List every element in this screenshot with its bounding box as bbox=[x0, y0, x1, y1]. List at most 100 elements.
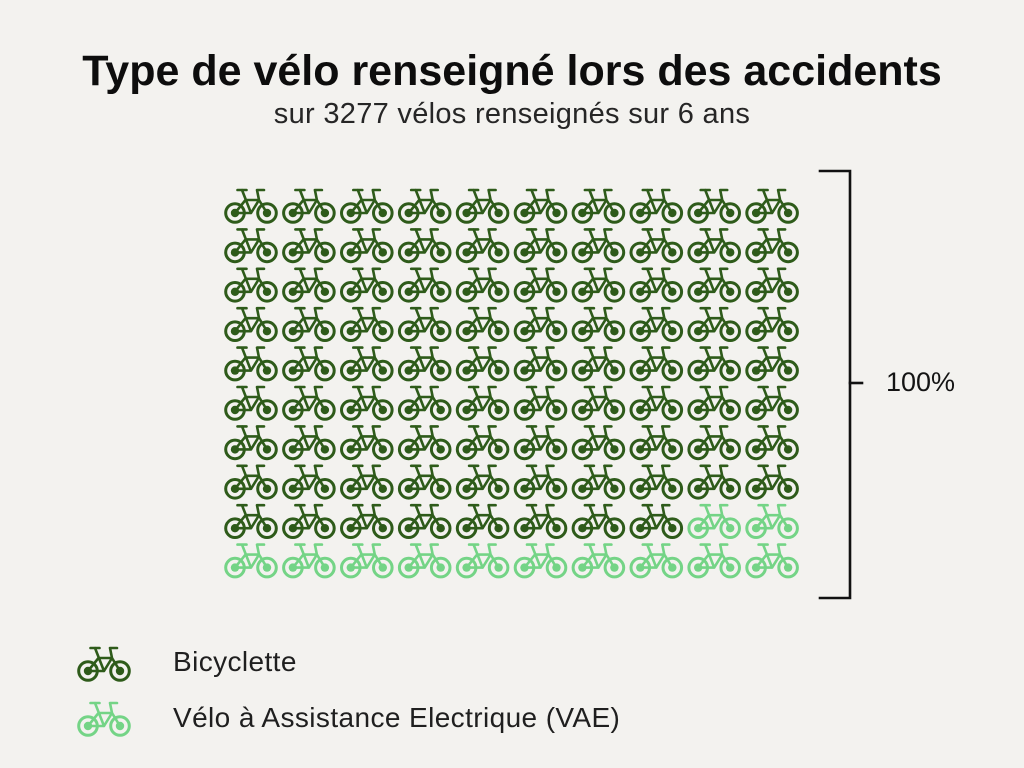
bicyclette-bicycle-icon bbox=[629, 188, 684, 224]
bike-frame bbox=[349, 306, 385, 333]
bicyclette-bicycle-icon bbox=[629, 228, 684, 264]
legend-item-bicyclette: Bicyclette bbox=[76, 643, 676, 683]
bike-frame bbox=[581, 188, 616, 215]
bike-frame bbox=[523, 306, 558, 333]
bike-frame bbox=[465, 346, 500, 372]
bicyclette-bicycle-icon bbox=[571, 346, 626, 382]
front-wheel bbox=[661, 517, 684, 540]
front-wheel bbox=[487, 399, 510, 421]
bicyclette-bicycle-icon bbox=[224, 188, 278, 224]
bike-frame bbox=[638, 385, 674, 412]
bicyclette-bicycle-icon bbox=[455, 425, 510, 461]
front-wheel bbox=[372, 438, 394, 461]
front-wheel bbox=[487, 477, 510, 500]
bike-frame bbox=[465, 385, 500, 412]
bicyclette-bicycle-icon bbox=[455, 267, 510, 303]
bicyclette-bicycle-icon bbox=[745, 385, 799, 421]
bike-frame bbox=[523, 346, 558, 372]
front-wheel bbox=[372, 556, 394, 579]
bike-frame bbox=[349, 267, 385, 294]
front-wheel bbox=[429, 556, 452, 579]
bike-frame bbox=[349, 228, 385, 254]
bike-frame bbox=[291, 503, 327, 530]
front-wheel bbox=[487, 517, 510, 540]
vae-bicycle-icon bbox=[455, 543, 510, 579]
bike-frame bbox=[638, 346, 674, 372]
front-wheel bbox=[314, 241, 336, 264]
front-wheel bbox=[777, 359, 799, 382]
bicyclette-bicycle-icon bbox=[455, 188, 510, 224]
bike-frame bbox=[638, 543, 674, 569]
front-wheel bbox=[661, 202, 684, 224]
front-wheel bbox=[603, 517, 626, 540]
front-wheel bbox=[545, 281, 568, 303]
bike-frame bbox=[465, 188, 500, 215]
bicyclette-bicycle-icon bbox=[745, 267, 799, 303]
bike-frame bbox=[696, 385, 732, 412]
bike-frame bbox=[86, 646, 122, 673]
bicyclette-bicycle-icon bbox=[629, 503, 684, 540]
bicyclette-bicycle-icon bbox=[397, 464, 452, 500]
bike-frame bbox=[696, 228, 732, 254]
front-wheel bbox=[545, 202, 568, 224]
bicyclette-bicycle-icon bbox=[745, 228, 799, 264]
front-wheel bbox=[545, 517, 568, 540]
bicyclette-bicycle-icon bbox=[397, 425, 452, 461]
front-wheel bbox=[603, 399, 626, 421]
bicyclette-bicycle-icon bbox=[513, 267, 568, 303]
front-wheel bbox=[256, 359, 278, 382]
front-wheel bbox=[603, 438, 626, 461]
bicyclette-bicycle-icon bbox=[571, 425, 626, 461]
bike-frame bbox=[233, 267, 269, 294]
bike-frame bbox=[523, 385, 558, 412]
bicyclette-bicycle-icon bbox=[571, 385, 626, 421]
bicyclette-bicycle-icon bbox=[571, 228, 626, 264]
bike-frame bbox=[754, 188, 790, 215]
total-label: 100% bbox=[886, 367, 956, 397]
bicyclette-bicycle-icon bbox=[571, 267, 626, 303]
front-wheel bbox=[256, 399, 278, 421]
front-wheel bbox=[661, 477, 684, 500]
bike-frame bbox=[407, 188, 442, 215]
bicyclette-bicycle-icon bbox=[629, 425, 684, 461]
front-wheel bbox=[256, 241, 278, 264]
bike-frame bbox=[407, 346, 442, 372]
bike-frame bbox=[638, 267, 674, 294]
bike-frame bbox=[581, 267, 616, 294]
bike-frame bbox=[291, 306, 327, 333]
bicyclette-bicycle-icon bbox=[687, 385, 742, 421]
bike-frame bbox=[291, 267, 327, 294]
bicyclette-bicycle-icon bbox=[687, 425, 742, 461]
bicyclette-bicycle-icon bbox=[745, 346, 799, 382]
front-wheel bbox=[777, 399, 799, 421]
bike-frame bbox=[581, 464, 616, 491]
bicyclette-bicycle-icon bbox=[513, 188, 568, 224]
bicyclette-bicycle-icon bbox=[224, 267, 278, 303]
front-wheel bbox=[719, 281, 742, 303]
front-wheel bbox=[719, 241, 742, 264]
bicyclette-bicycle-icon bbox=[455, 346, 510, 382]
bike-frame bbox=[465, 543, 500, 569]
bicyclette-bicycle-icon bbox=[224, 385, 278, 421]
bike-frame bbox=[638, 464, 674, 491]
bicyclette-bicycle-icon bbox=[340, 188, 394, 224]
front-wheel bbox=[372, 399, 394, 421]
bicyclette-bicycle-icon bbox=[224, 503, 278, 540]
bicyclette-bicycle-icon bbox=[340, 228, 394, 264]
bicyclette-bicycle-icon bbox=[282, 267, 336, 303]
vae-bicycle-icon bbox=[397, 543, 452, 579]
bike-frame bbox=[407, 464, 442, 491]
bike-frame bbox=[754, 464, 790, 491]
bike-frame bbox=[291, 425, 327, 451]
front-wheel bbox=[603, 359, 626, 382]
bicyclette-bicycle-icon bbox=[513, 425, 568, 461]
front-wheel bbox=[487, 359, 510, 382]
bike-frame bbox=[581, 425, 616, 451]
front-wheel bbox=[545, 320, 568, 342]
bike-frame bbox=[581, 543, 616, 569]
bike-frame bbox=[696, 503, 732, 530]
bike-frame bbox=[581, 503, 616, 530]
front-wheel bbox=[777, 477, 799, 500]
bicyclette-bicycle-icon bbox=[629, 267, 684, 303]
